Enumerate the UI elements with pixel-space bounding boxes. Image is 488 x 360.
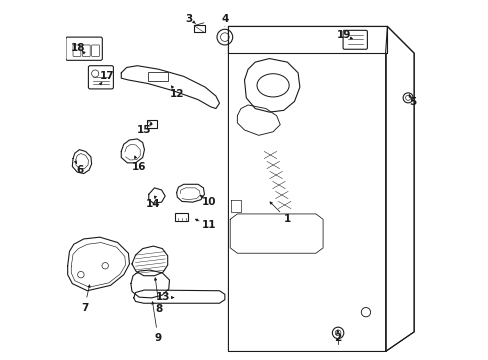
Text: 8: 8: [156, 304, 163, 314]
Text: 10: 10: [201, 197, 216, 207]
Text: 13: 13: [156, 292, 170, 302]
Text: 9: 9: [154, 333, 162, 343]
Text: 19: 19: [336, 30, 350, 40]
Text: 5: 5: [408, 97, 415, 107]
Text: 6: 6: [77, 165, 83, 175]
Text: 16: 16: [132, 162, 146, 172]
Text: 7: 7: [81, 302, 88, 312]
Text: 15: 15: [137, 125, 151, 135]
Text: 3: 3: [185, 14, 192, 23]
Text: 14: 14: [146, 199, 161, 209]
Text: 1: 1: [283, 214, 290, 224]
Text: 18: 18: [71, 43, 85, 53]
Text: 4: 4: [221, 14, 228, 23]
Text: 2: 2: [333, 333, 340, 343]
Text: 11: 11: [201, 220, 216, 230]
Text: 17: 17: [100, 71, 114, 81]
Text: 12: 12: [170, 89, 184, 99]
